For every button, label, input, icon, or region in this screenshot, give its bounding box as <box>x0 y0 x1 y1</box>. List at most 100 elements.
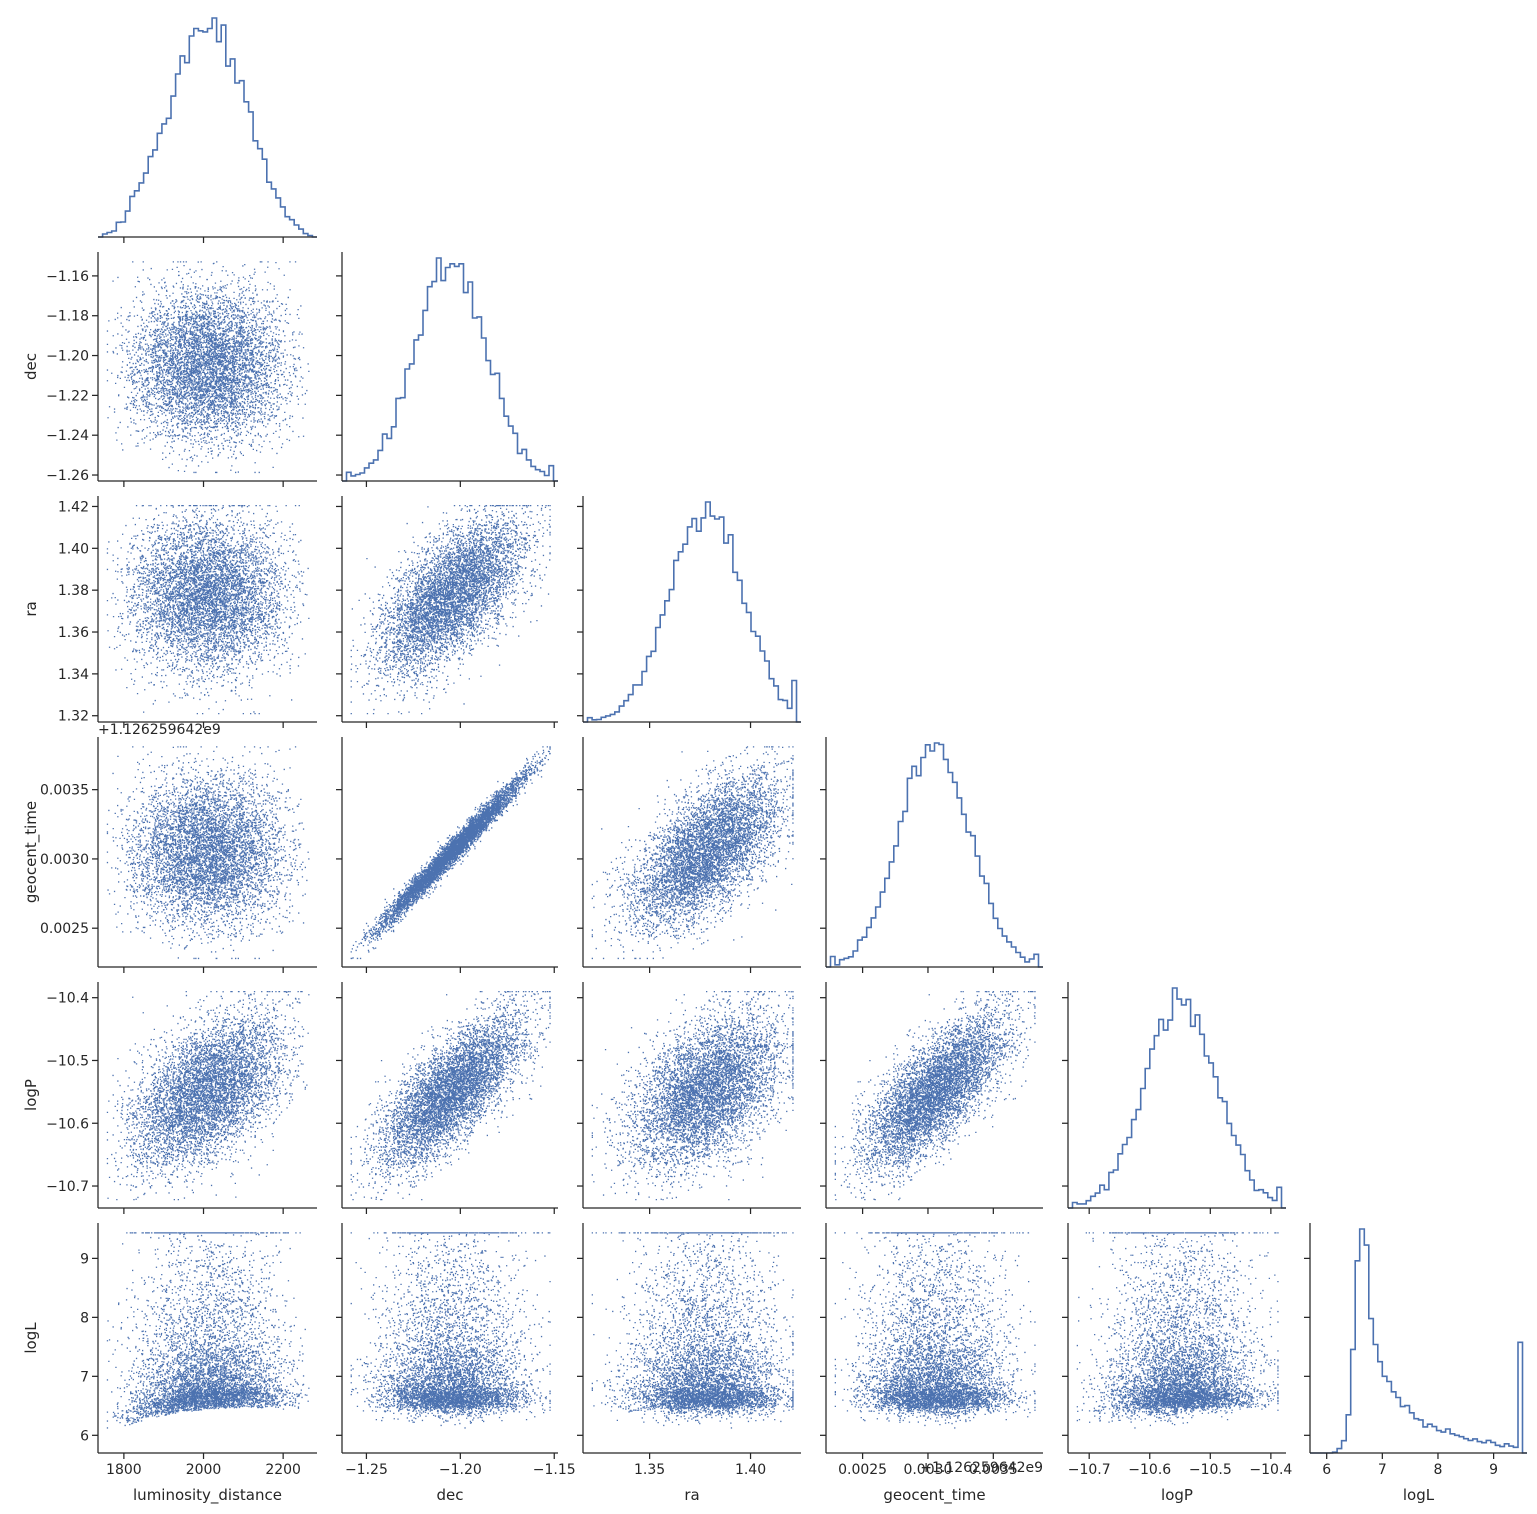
x-tick-label: −1.20 <box>439 1462 482 1478</box>
scatter-points-logL-vs-dec <box>350 1232 551 1429</box>
scatter-mark <box>350 991 551 1201</box>
scatter-points-dec-vs-luminosity_distance <box>106 261 310 474</box>
panel-logL-vs-geocent_time: 0.0025 0.0030 0.0035 <box>820 1223 1043 1478</box>
panel-geocent_time-vs-dec <box>336 737 558 973</box>
x-tick-label: −10.5 <box>1189 1462 1232 1478</box>
x-tick-label: 2200 <box>265 1462 301 1478</box>
scatter-points-logL-vs-logP <box>1076 1232 1279 1429</box>
scatter-mark <box>106 505 310 715</box>
scatter-points-logL-vs-luminosity_distance <box>106 1232 310 1429</box>
scatter-points-logP-vs-ra <box>591 991 794 1201</box>
y-axis-label-logL: logL <box>22 1322 40 1354</box>
x-tick-label: 1800 <box>106 1462 142 1478</box>
panel-logL-vs-dec: −1.25 −1.20 −1.15 <box>336 1223 576 1478</box>
panel-luminosity_distance-vs-luminosity_distance <box>98 17 317 243</box>
x-tick-label: 1.35 <box>634 1462 665 1478</box>
y-tick-label: 1.36 <box>58 625 89 641</box>
scatter-points-logL-vs-ra <box>591 1232 794 1429</box>
panel-ra-vs-dec <box>336 496 558 728</box>
y-tick-label: 1.34 <box>58 667 89 683</box>
x-axis-label-ra: ra <box>684 1486 699 1504</box>
scatter-mark <box>591 1232 794 1429</box>
panel-logL-vs-ra: 1.35 1.40 <box>577 1223 801 1478</box>
y-tick-label: −1.24 <box>46 428 89 444</box>
y-tick-label: 0.0025 <box>40 921 89 937</box>
y-tick-label: −1.20 <box>46 349 89 365</box>
x-tick-label: 0.0035 <box>969 1462 1018 1478</box>
scatter-mark <box>106 746 310 960</box>
histogram-logP <box>1068 987 1286 1209</box>
scatter-points-logP-vs-luminosity_distance <box>106 991 310 1201</box>
scatter-mark <box>106 991 310 1201</box>
y-axis-label-dec: dec <box>22 353 40 380</box>
y-tick-label: −1.26 <box>46 468 89 484</box>
panel-logP-vs-luminosity_distance: −10.7 −10.6 −10.5 −10.4 <box>46 982 317 1214</box>
x-offset-text: +1.126259642e9 <box>920 1460 1043 1476</box>
panel-dec-vs-dec <box>336 252 558 487</box>
panel-ra-vs-luminosity_distance: 1.32 1.34 1.36 1.38 1.40 1.42 <box>58 496 317 728</box>
x-axis-label-logL: logL <box>1403 1486 1435 1504</box>
x-axis-label-luminosity_distance: luminosity_distance <box>133 1486 282 1505</box>
y-tick-label: 8 <box>80 1310 89 1326</box>
y-tick-label: 1.32 <box>58 709 89 725</box>
panel-geocent_time-vs-ra <box>577 737 801 973</box>
y-tick-label: 6 <box>80 1428 89 1444</box>
y-tick-label: 0.0030 <box>40 852 89 868</box>
y-axis-label-logP: logP <box>22 1079 40 1111</box>
histogram-logL <box>1310 1228 1527 1454</box>
y-tick-label: 7 <box>80 1369 89 1385</box>
scatter-points-ra-vs-luminosity_distance <box>106 505 310 715</box>
scatter-mark <box>591 991 794 1201</box>
panel-logP-vs-dec <box>336 982 558 1214</box>
histogram-luminosity_distance <box>98 17 317 238</box>
x-tick-label: −1.25 <box>345 1462 388 1478</box>
scatter-points-logP-vs-dec <box>350 991 551 1201</box>
scatter-mark <box>106 261 310 474</box>
panel-dec-vs-luminosity_distance: −1.26 −1.24 −1.22 −1.20 −1.18 −1.16 <box>46 252 317 487</box>
x-tick-label: 0.0025 <box>838 1462 887 1478</box>
scatter-points-logP-vs-geocent_time <box>834 991 1036 1201</box>
x-tick-label: 1.40 <box>735 1462 766 1478</box>
x-tick-label: 8 <box>1434 1462 1443 1478</box>
y-tick-label: −1.18 <box>46 309 89 325</box>
panel-logP-vs-logP <box>1062 982 1286 1214</box>
panel-geocent_time-vs-geocent_time <box>820 737 1043 973</box>
panel-logL-vs-luminosity_distance: 1800 2000 2200 6 7 8 9 <box>80 1223 317 1478</box>
y-tick-label: −1.16 <box>46 269 89 285</box>
panel-geocent_time-vs-luminosity_distance: 0.0025 0.0030 0.0035 <box>40 737 317 973</box>
y-tick-label: −10.4 <box>46 991 89 1007</box>
x-tick-label: 9 <box>1489 1462 1498 1478</box>
x-tick-label: −10.4 <box>1249 1462 1292 1478</box>
scatter-mark <box>350 746 551 960</box>
panel-ra-vs-ra <box>577 496 801 728</box>
panel-logP-vs-geocent_time <box>820 982 1043 1214</box>
y-tick-label: 1.38 <box>58 583 89 599</box>
histogram-geocent_time <box>826 742 1043 968</box>
scatter-mark <box>1076 1232 1279 1429</box>
x-tick-label: −10.7 <box>1068 1462 1111 1478</box>
scatter-points-geocent_time-vs-luminosity_distance <box>106 746 310 960</box>
y-tick-label: 9 <box>80 1251 89 1267</box>
panel-logL-vs-logP: −10.7 −10.6 −10.5 −10.4 <box>1062 1223 1292 1478</box>
y-axis-label-geocent_time: geocent_time <box>22 801 41 903</box>
panel-logP-vs-ra <box>577 982 801 1214</box>
x-tick-label: 0.0030 <box>903 1462 952 1478</box>
y-tick-label: −10.7 <box>46 1179 89 1195</box>
x-tick-label: 6 <box>1322 1462 1331 1478</box>
histogram-dec <box>342 257 558 482</box>
x-tick-label: −1.15 <box>533 1462 576 1478</box>
scatter-mark <box>350 505 551 715</box>
scatter-mark <box>591 746 794 960</box>
y-axis-label-ra: ra <box>22 601 40 616</box>
x-axis-label-dec: dec <box>437 1486 464 1504</box>
y-tick-label: −10.6 <box>46 1116 89 1132</box>
scatter-points-logL-vs-geocent_time <box>834 1232 1036 1429</box>
y-tick-label: 0.0035 <box>40 783 89 799</box>
x-tick-label: −10.6 <box>1128 1462 1171 1478</box>
scatter-mark <box>350 1232 551 1429</box>
x-tick-label: 2000 <box>186 1462 222 1478</box>
scatter-points-geocent_time-vs-dec <box>350 746 551 960</box>
x-axis-label-geocent_time: geocent_time <box>883 1486 985 1505</box>
scatter-mark <box>834 1232 1036 1429</box>
y-offset-text: +1.126259642e9 <box>98 722 221 738</box>
